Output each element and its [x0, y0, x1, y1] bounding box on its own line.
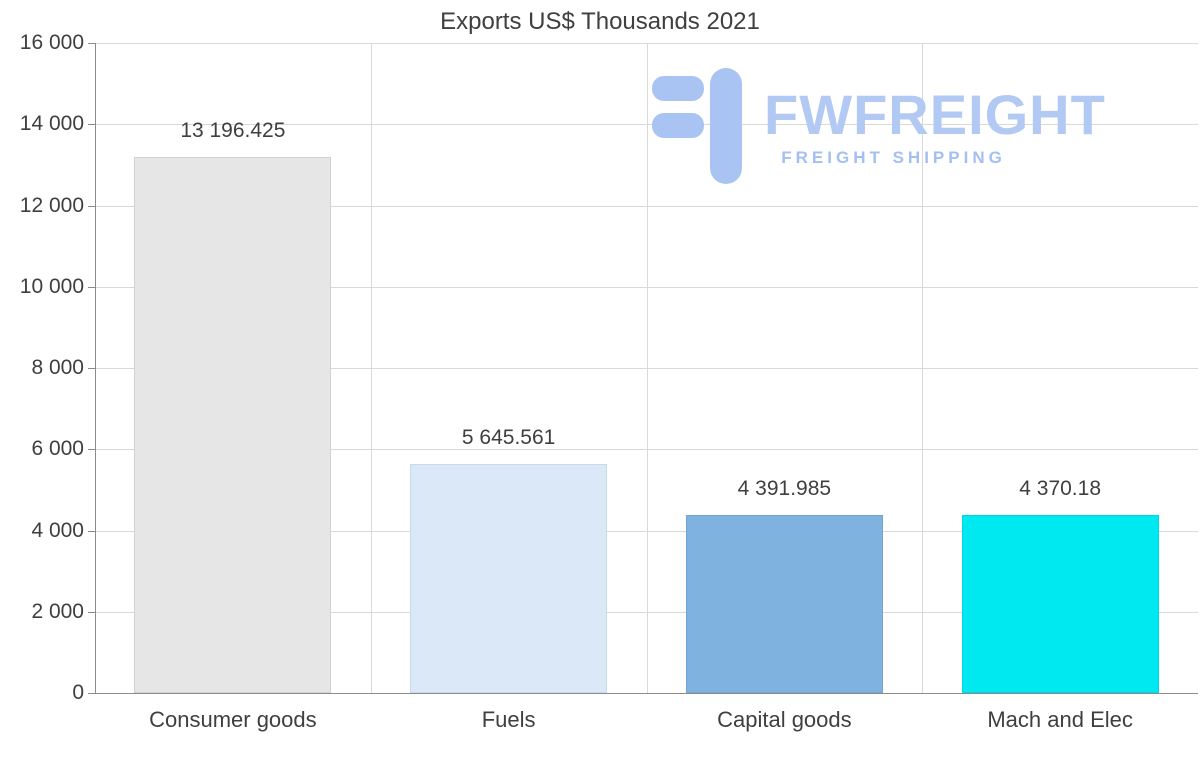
y-axis-tick — [88, 693, 95, 694]
y-axis-tick — [88, 530, 95, 532]
freight-logo: FWFREIGHT FREIGHT SHIPPING — [652, 68, 1106, 184]
logo-brand-text: FWFREIGHT — [764, 83, 1106, 146]
y-axis-line — [95, 43, 96, 693]
y-axis-label: 12 000 — [19, 193, 84, 217]
y-axis-label: 10 000 — [19, 274, 84, 298]
y-axis-tick — [88, 286, 95, 288]
gridline — [646, 43, 648, 693]
category-label-fuels: Fuels — [481, 707, 536, 732]
y-axis-tick — [88, 368, 95, 369]
y-axis-label: 14 000 — [19, 112, 84, 136]
bar-capital-goods — [685, 514, 883, 693]
y-axis-tick — [88, 449, 95, 451]
logo-text-block: FWFREIGHT FREIGHT SHIPPING — [764, 68, 1106, 168]
x-axis-line — [95, 693, 1198, 694]
category-label-consumer-goods: Consumer goods — [149, 707, 317, 732]
bar-consumer-goods — [134, 156, 332, 693]
bar-mach-and-elec — [961, 515, 1159, 693]
value-label-capital-goods: 4 391.985 — [737, 476, 832, 500]
freight-logo-icon — [652, 68, 742, 184]
logo-tagline-text: FREIGHT SHIPPING — [781, 148, 1006, 167]
y-axis-label: 0 — [72, 681, 84, 704]
y-axis-label: 4 000 — [31, 518, 84, 542]
gridline — [370, 43, 372, 693]
bar-fuels — [410, 463, 608, 693]
gridline — [922, 43, 924, 693]
y-axis-label: 6 000 — [31, 437, 84, 461]
y-axis-tick — [88, 611, 95, 613]
y-axis-label: 8 000 — [31, 356, 84, 379]
y-axis-tick — [88, 205, 95, 207]
category-label-capital-goods: Capital goods — [717, 707, 852, 732]
y-axis-tick — [88, 43, 95, 44]
value-label-consumer-goods: 13 196.425 — [180, 118, 286, 142]
y-axis-tick — [88, 124, 95, 126]
value-label-fuels: 5 645.561 — [461, 425, 556, 449]
y-axis-label: 16 000 — [19, 31, 84, 54]
chart-title: Exports US$ Thousands 2021 — [440, 8, 760, 35]
y-axis-label: 2 000 — [31, 599, 84, 623]
category-label-mach-and-elec: Mach and Elec — [987, 707, 1133, 732]
value-label-mach-and-elec: 4 370.18 — [1019, 477, 1101, 501]
